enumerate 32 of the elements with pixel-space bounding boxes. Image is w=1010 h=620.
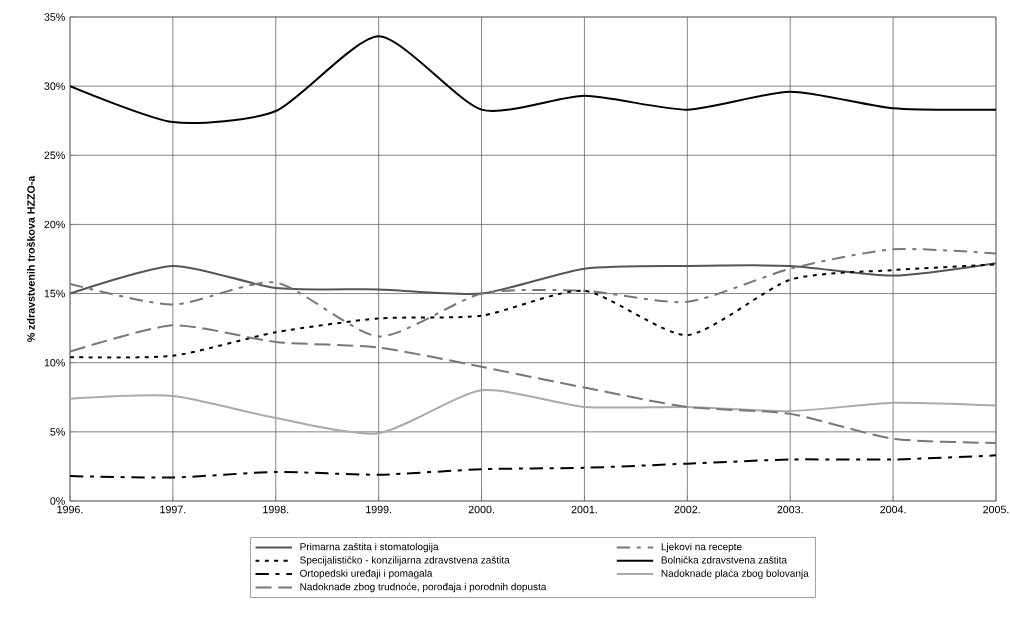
- line-series: [70, 454, 996, 479]
- y-tick-label: 25%: [44, 151, 65, 160]
- x-tick-label: 1998.: [263, 505, 289, 514]
- line-series: [70, 35, 996, 124]
- legend-label: Ortopedski uređaji i pomagala: [300, 569, 433, 579]
- legend-label: Primarna zaštita i stomatologija: [300, 542, 439, 553]
- legend-label: Nadoknade plaća zbog bolovanja: [661, 569, 809, 579]
- x-tick-label: 1997.: [160, 505, 186, 514]
- legend-label: Nadoknade zbog trudnoće, porođaja i porodnih dopusta: [300, 582, 547, 593]
- x-tick-label: 1999.: [366, 505, 392, 514]
- line-series: [70, 389, 996, 435]
- line-series: [70, 263, 996, 359]
- x-tick-label: 2001.: [571, 505, 597, 514]
- y-tick-label: 30%: [44, 82, 65, 90]
- line-series: [70, 324, 996, 444]
- y-tick-label: 0%: [50, 497, 65, 505]
- x-tick-label: 1996.: [57, 505, 83, 514]
- y-tick-label: 5%: [50, 428, 65, 436]
- x-tick-label: 2003.: [777, 505, 803, 514]
- y-tick-label: 15%: [44, 289, 65, 298]
- legend-label: Specijalističko - konzilijarna zdravstvena zaštita: [300, 556, 510, 566]
- y-tick-label: 35%: [44, 13, 65, 21]
- x-tick-label: 2004.: [880, 505, 906, 514]
- line-series: [70, 248, 996, 338]
- x-tick-label: 2000.: [468, 505, 494, 514]
- y-axis-title: % zdravstvenih troškova HZZO-a: [26, 175, 35, 342]
- x-tick-label: 2002.: [674, 505, 700, 514]
- x-tick-label: 2005.: [983, 505, 1009, 514]
- y-tick-label: 20%: [44, 220, 65, 229]
- legend-label: Bolnička zdravstvena zaštita: [661, 556, 788, 564]
- y-tick-label: 10%: [44, 358, 65, 367]
- legend-label: Ljekovi na recepte: [661, 542, 742, 553]
